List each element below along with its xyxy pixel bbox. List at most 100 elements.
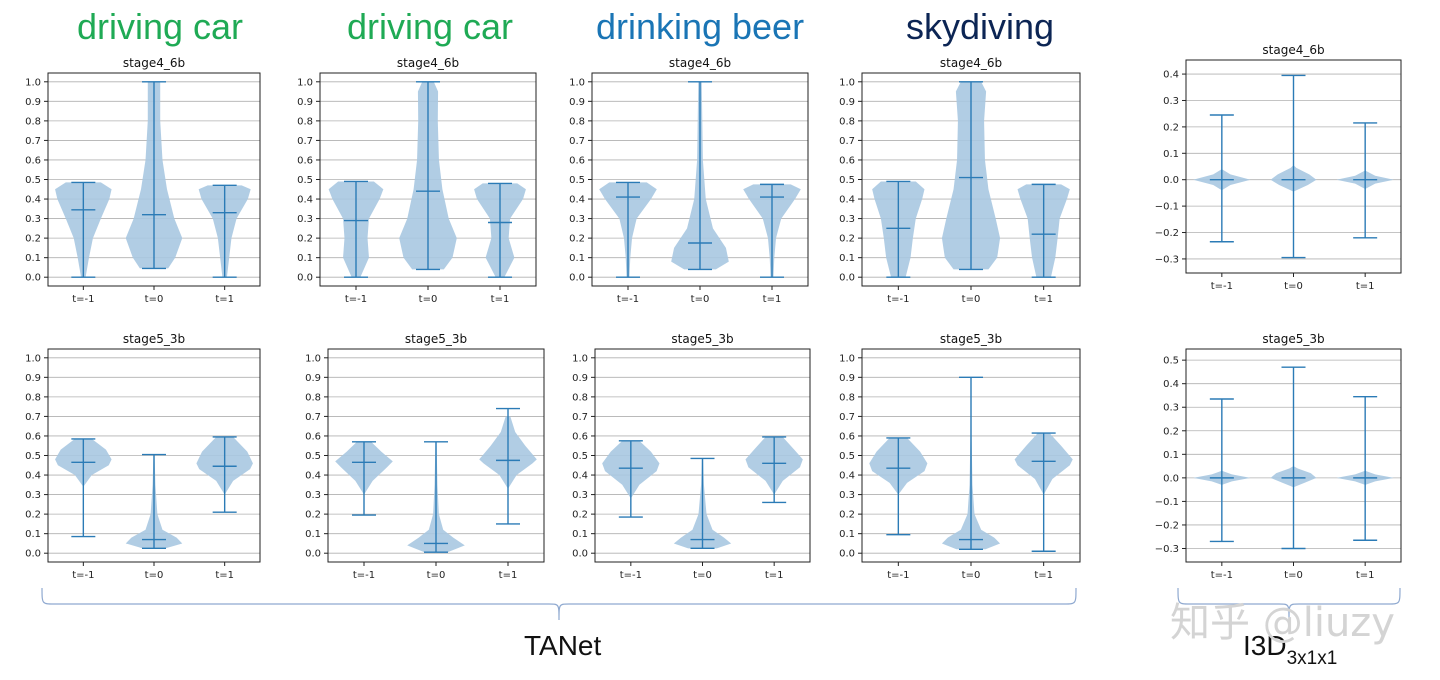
y-tick-label: 0.7: [25, 412, 41, 423]
x-tick-label: t=-1: [345, 294, 367, 305]
x-tick-label: t=-1: [72, 294, 94, 305]
y-tick-label: 0.8: [839, 116, 855, 127]
y-tick-label: 0.9: [839, 373, 855, 384]
y-tick-label: 0.7: [297, 136, 313, 147]
y-tick-label: 0.6: [305, 431, 321, 442]
y-tick-label: 0.5: [572, 451, 588, 462]
y-tick-label: 0.0: [569, 273, 585, 284]
y-tick-label: 0.5: [1163, 356, 1179, 367]
chart-5: −0.3 −0.2 −0.1 0.0 0.1 0.2 0.3 0.4 t=-1 t=0 t=1 sta…: [1155, 43, 1402, 292]
y-tick-label: 0.1: [569, 253, 585, 264]
chart-10: −0.3 −0.2 −0.1 0.0 0.1 0.2 0.3 0.4 0.5 t=-1 t=0 t=1…: [1155, 332, 1402, 581]
y-tick-label: 0.0: [297, 273, 313, 284]
y-tick-label: 0.4: [572, 471, 588, 482]
tanet-label: TANet: [524, 630, 602, 661]
x-tick-label: t=0: [693, 570, 712, 581]
column-title-2: driving car: [346, 6, 514, 47]
y-tick-label: 0.2: [297, 234, 313, 245]
y-tick-label: 0.1: [572, 529, 588, 540]
chart-title: stage5_3b: [123, 332, 185, 346]
watermark: 知乎 @liuzy: [1170, 600, 1395, 646]
x-tick-label: t=0: [427, 570, 446, 581]
y-tick-label: 0.4: [297, 195, 313, 206]
x-tick-label: t=0: [145, 570, 164, 581]
y-tick-label: 0.1: [25, 253, 41, 264]
y-tick-label: 0.2: [1163, 426, 1179, 437]
y-tick-label: 0.9: [569, 97, 585, 108]
x-tick-label: t=-1: [1211, 570, 1233, 581]
y-tick-label: 0.5: [25, 175, 41, 186]
y-tick-label: 0.2: [25, 510, 41, 521]
chart-title: stage4_6b: [940, 56, 1002, 70]
y-tick-label: 0.0: [1163, 175, 1179, 186]
y-tick-label: 0.0: [839, 549, 855, 560]
y-tick-label: 1.0: [839, 353, 855, 364]
y-tick-label: 0.6: [569, 155, 585, 166]
y-tick-label: 0.0: [839, 273, 855, 284]
chart-title: stage5_3b: [1262, 332, 1324, 346]
y-tick-label: 1.0: [25, 77, 41, 88]
y-tick-label: 0.3: [25, 214, 41, 225]
y-tick-label: 0.3: [305, 490, 321, 501]
y-tick-label: 0.1: [305, 529, 321, 540]
chart-3: 0.0 0.1 0.2 0.3 0.4 0.5 0.6 0.7 0.8 0.9 1.0 t=-1 t=0…: [569, 56, 809, 305]
y-tick-label: 0.4: [839, 471, 855, 482]
y-tick-label: 0.0: [1163, 473, 1179, 484]
x-tick-label: t=0: [691, 294, 710, 305]
y-tick-label: 0.2: [572, 510, 588, 521]
i3d-label-subscript: 3x1x1: [1286, 648, 1338, 669]
y-tick-label: 0.3: [569, 214, 585, 225]
y-tick-label: 0.5: [839, 451, 855, 462]
y-tick-label: 0.9: [25, 97, 41, 108]
y-tick-label: 0.7: [25, 136, 41, 147]
y-tick-label: 0.4: [1163, 70, 1179, 81]
y-tick-label: 0.9: [839, 97, 855, 108]
y-tick-label: 0.9: [297, 97, 313, 108]
y-tick-label: 0.5: [25, 451, 41, 462]
x-tick-label: t=1: [1356, 281, 1375, 292]
y-tick-label: 0.5: [297, 175, 313, 186]
y-tick-label: 0.3: [1163, 403, 1179, 414]
x-tick-label: t=1: [491, 294, 510, 305]
x-tick-label: t=1: [1356, 570, 1375, 581]
y-tick-label: 0.9: [25, 373, 41, 384]
y-tick-label: −0.2: [1155, 228, 1179, 239]
i3d-brace: [1177, 587, 1401, 621]
y-tick-label: 0.9: [572, 373, 588, 384]
y-tick-label: 0.3: [297, 214, 313, 225]
y-tick-label: 0.4: [1163, 379, 1179, 390]
x-tick-label: t=-1: [887, 294, 909, 305]
y-tick-label: 0.0: [25, 549, 41, 560]
y-tick-label: 0.0: [25, 273, 41, 284]
y-tick-label: 0.4: [25, 195, 41, 206]
chart-7: 0.0 0.1 0.2 0.3 0.4 0.5 0.6 0.7 0.8 0.9 1.0 t=-1 t=0…: [305, 332, 545, 581]
y-tick-label: 0.6: [839, 431, 855, 442]
i3d-label: I3D3x1x1: [1243, 630, 1338, 669]
y-tick-label: 0.1: [25, 529, 41, 540]
y-tick-label: 0.8: [25, 392, 41, 403]
chart-title: stage4_6b: [1262, 43, 1324, 57]
y-tick-label: 0.3: [839, 214, 855, 225]
y-tick-label: 0.2: [305, 510, 321, 521]
y-tick-label: 1.0: [25, 353, 41, 364]
chart-title: stage5_3b: [405, 332, 467, 346]
chart-title: stage4_6b: [397, 56, 459, 70]
x-tick-label: t=0: [962, 294, 981, 305]
x-tick-label: t=0: [145, 294, 164, 305]
y-tick-label: −0.3: [1155, 254, 1179, 265]
chart-6: 0.0 0.1 0.2 0.3 0.4 0.5 0.6 0.7 0.8 0.9 1.0 t=-1 t=0…: [25, 332, 261, 581]
y-tick-label: 1.0: [305, 353, 321, 364]
y-tick-label: 0.2: [569, 234, 585, 245]
chart-8: 0.0 0.1 0.2 0.3 0.4 0.5 0.6 0.7 0.8 0.9 1.0 t=-1 t=0…: [572, 332, 811, 581]
y-tick-label: 0.3: [25, 490, 41, 501]
y-tick-label: −0.1: [1155, 202, 1179, 213]
column-title-1: driving car: [76, 6, 244, 47]
x-tick-label: t=1: [763, 294, 782, 305]
y-tick-label: 0.2: [1163, 122, 1179, 133]
x-tick-label: t=-1: [617, 294, 639, 305]
chart-9: 0.0 0.1 0.2 0.3 0.4 0.5 0.6 0.7 0.8 0.9 1.0 t=-1 t=0…: [839, 332, 1081, 581]
y-tick-label: 0.3: [572, 490, 588, 501]
column-title-4: skydiving: [905, 6, 1055, 47]
y-tick-label: 0.1: [839, 253, 855, 264]
y-tick-label: 0.1: [297, 253, 313, 264]
